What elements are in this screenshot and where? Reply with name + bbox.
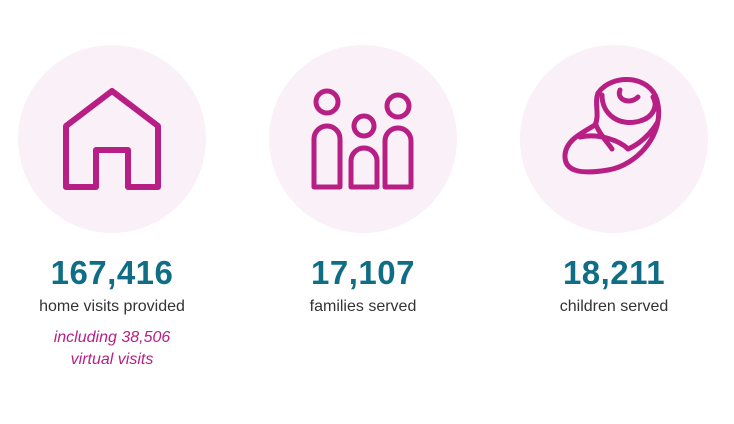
stat-label: home visits provided [39,298,185,315]
stat-label: children served [559,298,669,315]
icon-circle [18,45,206,233]
family-icon [311,88,414,190]
stat-number: 167,416 [50,254,174,291]
note-line: including 38,506 [53,329,171,346]
stat-number: 18,211 [562,254,666,291]
stat-number: 17,107 [311,254,415,291]
stat-label: families served [309,298,417,315]
note-line: virtual visits [70,351,154,368]
icon-circle [520,45,708,233]
stat-families: 17,107 families served [238,45,488,317]
baby-icon [562,77,662,175]
stat-home-visits: 167,416 home visits provided including 3… [0,45,237,371]
icon-circle [269,45,457,233]
stat-children: 18,211 children served [489,45,734,317]
stat-note: including 38,506 virtual visits [0,327,237,371]
house-icon [63,88,161,190]
